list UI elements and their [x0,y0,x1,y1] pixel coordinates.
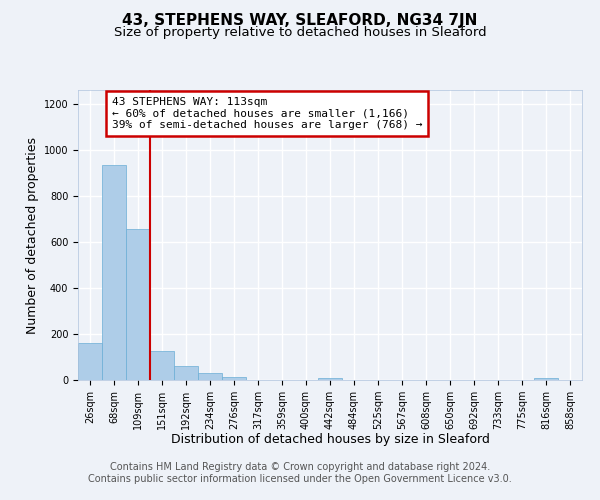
Text: Size of property relative to detached houses in Sleaford: Size of property relative to detached ho… [113,26,487,39]
Y-axis label: Number of detached properties: Number of detached properties [26,136,40,334]
Bar [126,229,150,380]
Bar [174,366,198,380]
Bar [150,351,174,380]
Bar [318,378,342,380]
Text: 43, STEPHENS WAY, SLEAFORD, NG34 7JN: 43, STEPHENS WAY, SLEAFORD, NG34 7JN [122,12,478,28]
Text: Contains HM Land Registry data © Crown copyright and database right 2024.: Contains HM Land Registry data © Crown c… [110,462,490,472]
X-axis label: Distribution of detached houses by size in Sleaford: Distribution of detached houses by size … [170,434,490,446]
Bar [198,373,222,380]
Bar [222,376,246,380]
Bar [102,165,126,380]
Bar [78,343,102,380]
Bar [534,378,558,380]
Text: 43 STEPHENS WAY: 113sqm
← 60% of detached houses are smaller (1,166)
39% of semi: 43 STEPHENS WAY: 113sqm ← 60% of detache… [112,97,422,130]
Text: Contains public sector information licensed under the Open Government Licence v3: Contains public sector information licen… [88,474,512,484]
